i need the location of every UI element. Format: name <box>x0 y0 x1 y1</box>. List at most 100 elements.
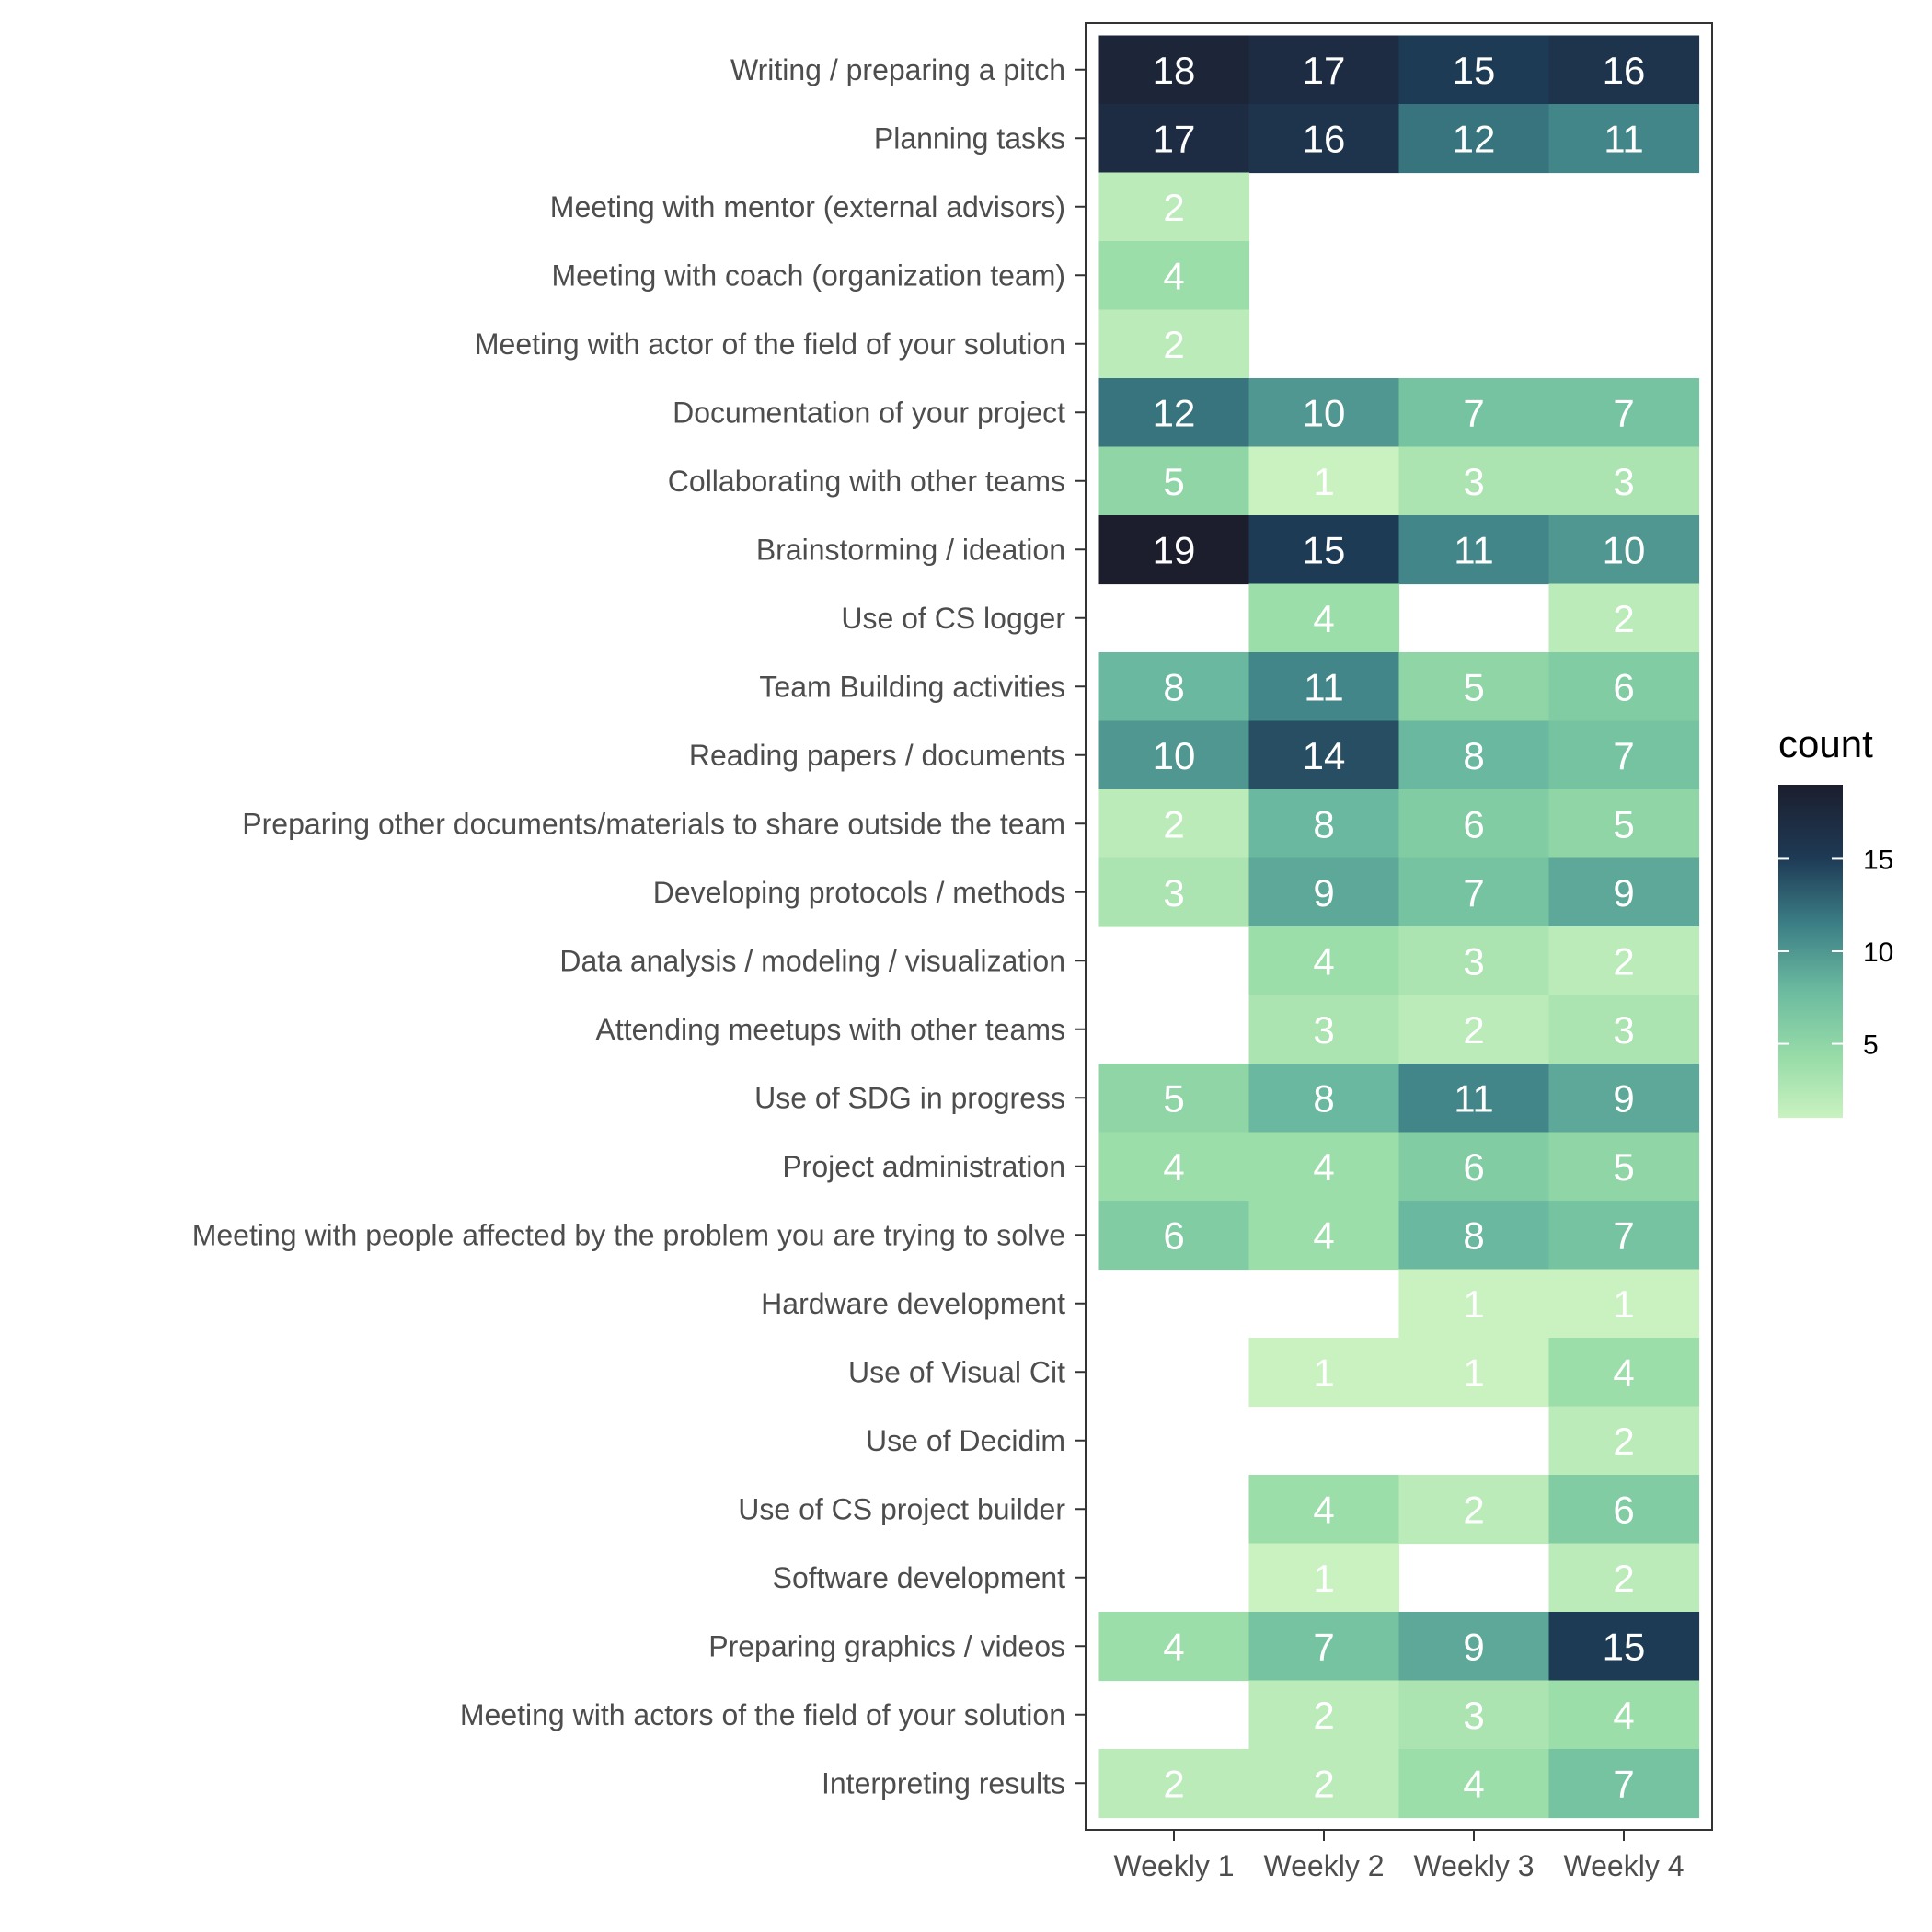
cell-value-label: 8 <box>1313 802 1334 845</box>
y-tick-label: Meeting with actors of the field of your… <box>460 1698 1065 1731</box>
cell-value-label: 4 <box>1313 597 1334 640</box>
heatmap-cell <box>1398 789 1550 859</box>
cell-value-label: 7 <box>1613 734 1634 777</box>
cell-value-label: 5 <box>1613 1145 1634 1189</box>
cell-value-label: 4 <box>1163 1145 1184 1189</box>
heatmap-cell <box>1398 1269 1550 1339</box>
heatmap-cell <box>1548 789 1700 859</box>
cell-value-label: 1 <box>1463 1282 1484 1326</box>
cell-value-label: 4 <box>1313 1488 1334 1531</box>
heatmap-cell <box>1548 1269 1700 1339</box>
y-tick-label: Software development <box>773 1561 1066 1594</box>
heatmap-cell <box>1548 104 1700 174</box>
y-tick-label: Brainstorming / ideation <box>756 533 1065 566</box>
heatmap-cell <box>1548 652 1700 722</box>
cell-value-label: 2 <box>1613 597 1634 640</box>
heatmap-cell <box>1248 652 1400 722</box>
y-tick-label: Meeting with people affected by the prob… <box>192 1218 1065 1251</box>
y-tick-label: Use of CS project builder <box>738 1492 1065 1525</box>
cell-value-label: 3 <box>1463 1694 1484 1737</box>
y-tick-label: Use of SDG in progress <box>754 1081 1065 1114</box>
cell-value-label: 12 <box>1453 117 1496 160</box>
heatmap-cell <box>1098 1749 1250 1819</box>
y-tick-label: Use of CS logger <box>841 602 1065 635</box>
heatmap-cell <box>1248 1201 1400 1271</box>
cell-value-label: 17 <box>1153 117 1196 160</box>
heatmap-cell <box>1548 995 1700 1064</box>
cell-value-label: 5 <box>1463 665 1484 708</box>
heatmap-cell <box>1548 1132 1700 1202</box>
y-tick-label: Documentation of your project <box>673 396 1065 429</box>
cell-value-label: 3 <box>1163 871 1184 914</box>
heatmap-cell <box>1398 35 1550 105</box>
heatmap-cell <box>1398 1680 1550 1750</box>
heatmap-cell <box>1548 857 1700 927</box>
heatmap-cell <box>1248 789 1400 859</box>
cell-value-label: 6 <box>1463 1145 1484 1189</box>
heatmap-cell <box>1548 583 1700 653</box>
cell-value-label: 7 <box>1613 1213 1634 1257</box>
heatmap-cell <box>1548 720 1700 790</box>
heatmap-cell <box>1248 104 1400 174</box>
heatmap-cell <box>1098 515 1250 585</box>
heatmap-cell <box>1098 1064 1250 1133</box>
heatmap-cell <box>1398 995 1550 1064</box>
cell-value-label: 3 <box>1613 460 1634 503</box>
x-tick-label: Weekly 3 <box>1413 1849 1534 1882</box>
legend-tick-label: 15 <box>1863 845 1893 875</box>
cell-value-label: 4 <box>1463 1762 1484 1805</box>
heatmap-cell <box>1248 446 1400 516</box>
heatmap-cell <box>1398 515 1550 585</box>
cell-value-label: 7 <box>1613 391 1634 434</box>
cell-value-label: 2 <box>1463 1008 1484 1052</box>
y-tick-label: Data analysis / modeling / visualization <box>559 944 1065 977</box>
heatmap-cell <box>1548 1749 1700 1819</box>
heatmap-cell <box>1398 1338 1550 1408</box>
heatmap-cell <box>1548 1201 1700 1271</box>
cell-value-label: 1 <box>1613 1282 1634 1326</box>
y-tick-label: Meeting with actor of the field of your … <box>475 328 1065 361</box>
heatmap-cell <box>1548 1475 1700 1545</box>
y-tick-label: Project administration <box>782 1150 1065 1183</box>
cell-value-label: 9 <box>1613 1076 1634 1120</box>
heatmap-cell <box>1248 1749 1400 1819</box>
cell-value-label: 8 <box>1463 734 1484 777</box>
cell-value-label: 9 <box>1613 871 1634 914</box>
cell-value-label: 11 <box>1454 528 1494 571</box>
heatmap-cell <box>1098 857 1250 927</box>
heatmap-cell <box>1248 1612 1400 1682</box>
heatmap-cell <box>1248 1338 1400 1408</box>
y-axis: Writing / preparing a pitch Planning task… <box>192 53 1086 1800</box>
heatmap-cell <box>1098 446 1250 516</box>
cell-value-label: 15 <box>1453 49 1496 92</box>
cell-value-label: 6 <box>1163 1213 1184 1257</box>
heatmap-cell <box>1098 241 1250 311</box>
heatmap-cell <box>1248 995 1400 1064</box>
cell-value-label: 5 <box>1163 460 1184 503</box>
cell-value-label: 8 <box>1313 1076 1334 1120</box>
y-tick-label: Reading papers / documents <box>689 739 1065 772</box>
cell-value-label: 8 <box>1463 1213 1484 1257</box>
heatmap-cell <box>1248 35 1400 105</box>
heatmap-cell <box>1248 926 1400 996</box>
y-tick-label: Use of Visual Cit <box>848 1355 1065 1388</box>
cell-value-label: 6 <box>1463 802 1484 845</box>
x-tick-label: Weekly 1 <box>1113 1849 1234 1882</box>
heatmap-cell <box>1398 1475 1550 1545</box>
y-tick-label: Developing protocols / methods <box>653 876 1065 909</box>
cell-value-label: 4 <box>1313 1145 1334 1189</box>
cell-value-label: 3 <box>1463 460 1484 503</box>
y-tick-label: Preparing other documents/materials to s… <box>242 807 1065 840</box>
y-tick-label: Meeting with coach (organization team) <box>552 259 1066 292</box>
cell-value-label: 11 <box>1454 1076 1494 1120</box>
x-axis: Weekly 1 Weekly 2 Weekly 3 Weekly 4 <box>1113 1830 1685 1882</box>
y-tick-label: Interpreting results <box>822 1766 1065 1800</box>
cell-value-label: 2 <box>1163 1762 1184 1805</box>
cell-value-label: 9 <box>1463 1625 1484 1668</box>
cell-value-label: 2 <box>1613 1557 1634 1600</box>
heatmap-cell <box>1248 378 1400 448</box>
heatmap-cell <box>1398 378 1550 448</box>
cell-value-label: 4 <box>1613 1351 1634 1394</box>
cell-value-label: 2 <box>1613 939 1634 983</box>
